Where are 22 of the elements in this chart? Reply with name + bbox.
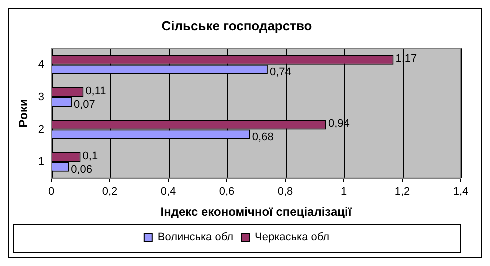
- x-tick-label: 1,2: [394, 186, 410, 198]
- y-tick-label: 1: [38, 156, 45, 168]
- y-axis-title: Роки: [16, 99, 31, 128]
- data-label: 0,07: [74, 99, 96, 112]
- x-tick-label: 0,8: [278, 186, 294, 198]
- y-tick-label: 3: [38, 91, 45, 104]
- data-label: 0,06: [71, 164, 92, 176]
- x-tick-label: 0: [48, 186, 55, 198]
- x-tick-label: 1: [340, 186, 348, 198]
- y-tick-label: 2: [38, 124, 45, 136]
- legend-label: Волинська обл: [158, 232, 234, 244]
- data-label: 0,68: [252, 132, 274, 144]
- y-tick-label: 4: [38, 58, 45, 71]
- data-label: 0,11: [86, 85, 106, 98]
- legend-label: Черкаська обл: [255, 232, 330, 244]
- x-tick-label: 1,4: [453, 186, 469, 198]
- x-axis-title: Індекс економічної спеціалізації: [160, 205, 352, 220]
- x-tick-label: 0,2: [102, 186, 118, 198]
- x-tick-label: 0,6: [219, 186, 235, 198]
- data-label: 0,1: [82, 150, 98, 162]
- x-tick-label: 0,4: [160, 186, 176, 198]
- chart-title: Сільське господарство: [162, 18, 312, 34]
